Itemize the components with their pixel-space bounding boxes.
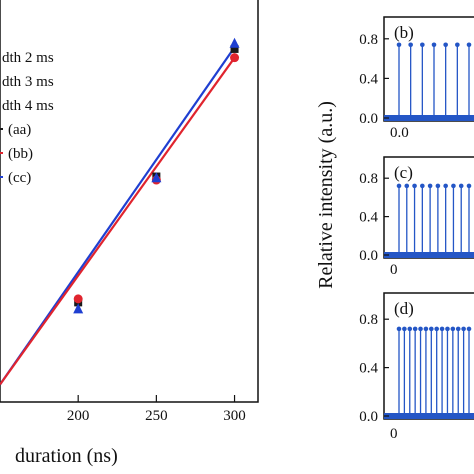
baseline-band — [384, 413, 474, 419]
data-point — [230, 53, 240, 63]
data-point — [73, 294, 83, 304]
stem-head — [434, 326, 439, 332]
stem-head — [431, 42, 437, 48]
stem-head — [461, 326, 466, 332]
data-point — [73, 303, 84, 314]
stem-head — [418, 326, 423, 332]
stem-head — [455, 42, 460, 48]
bar-panel-3: 0.8 0.4 0.0 0 (d) — [359, 292, 474, 442]
panel-label: (d) — [394, 299, 414, 318]
x-tick-label: 200 — [67, 408, 90, 424]
y-tick-label: 0.8 — [359, 312, 378, 328]
stem-head — [443, 42, 448, 48]
x-tick-label: 0 — [390, 426, 398, 442]
stem-head — [466, 42, 472, 48]
y-tick-label: 0.4 — [359, 361, 378, 377]
left-fit-lines — [0, 46, 236, 386]
legend-label: (bb) — [8, 146, 33, 162]
stem-head — [407, 326, 413, 332]
y-tick-label: 0.8 — [359, 171, 378, 187]
data-point — [230, 44, 239, 53]
stem-head — [412, 183, 417, 189]
stem-head — [420, 183, 425, 189]
stem-head — [450, 326, 456, 332]
data-point — [151, 172, 162, 183]
left-legend: dth 2 ms dth 3 ms dth 4 ms (aa) (bb) (cc) — [0, 50, 54, 186]
stem-head — [439, 326, 445, 332]
y-tick-label: 0.0 — [359, 248, 378, 264]
stem-head — [466, 326, 472, 332]
left-x-axis-title: duration (ns) — [15, 445, 118, 467]
left-plot-frame — [0, 0, 259, 403]
stem-head — [435, 183, 441, 189]
x-tick-label: 0.0 — [390, 125, 409, 141]
x-tick-label: 300 — [223, 408, 246, 424]
panel-label: (c) — [394, 163, 413, 182]
fit-line — [0, 57, 236, 386]
legend-label: (aa) — [8, 122, 31, 138]
x-tick-label: 250 — [145, 408, 168, 424]
right-y-axis-title: Relative intensity (a.u.) — [315, 101, 337, 289]
stem-head — [451, 183, 456, 189]
stem-head — [396, 183, 402, 189]
y-tick-label: 0.0 — [359, 111, 378, 127]
stem-head — [455, 326, 461, 332]
y-tick-label: 0.4 — [359, 210, 378, 226]
stem-head — [445, 326, 450, 332]
stem-head — [443, 183, 448, 189]
baseline-band — [384, 252, 474, 258]
y-tick-label: 0.0 — [359, 409, 378, 425]
x-tick-label: 0 — [390, 262, 398, 278]
bar-panel-2: 0.8 0.4 0.0 0 (c) — [359, 156, 474, 278]
stem-head — [466, 183, 472, 189]
bar-panel-1: 0.8 0.4 0.0 0.0 (b) — [359, 16, 474, 141]
y-tick-label: 0.4 — [359, 71, 378, 87]
stem-head — [423, 326, 429, 332]
left-scatter-panel: 200 250 300 dth 2 ms dth 3 ms dth 4 ms (aa) (b… — [0, 0, 259, 467]
stem-head — [420, 42, 425, 48]
legend-label: dth 3 ms — [2, 74, 54, 90]
stem-head — [427, 183, 433, 189]
right-bar-panels: 0.8 0.4 0.0 0.0 (b) 0.8 0.4 0.0 0 (c) 0.8 0.4 0.0 0 (d… — [359, 16, 474, 442]
y-tick-label: 0.8 — [359, 32, 378, 48]
left-x-ticks: 200 250 300 — [67, 395, 246, 424]
stem-head — [412, 326, 418, 332]
stem-head — [408, 42, 413, 48]
stem-head — [396, 42, 402, 48]
panel-label: (b) — [394, 23, 414, 42]
left-data-points — [73, 37, 240, 314]
data-point — [229, 37, 240, 48]
stem-head — [402, 326, 407, 332]
stem-head — [396, 326, 402, 332]
legend-label: dth 4 ms — [2, 98, 54, 114]
legend-label: dth 2 ms — [2, 50, 54, 66]
stem-head — [458, 183, 464, 189]
stem-head — [404, 183, 410, 189]
legend-label: (cc) — [8, 170, 31, 186]
stem-head — [429, 326, 434, 332]
baseline-band — [384, 115, 474, 121]
